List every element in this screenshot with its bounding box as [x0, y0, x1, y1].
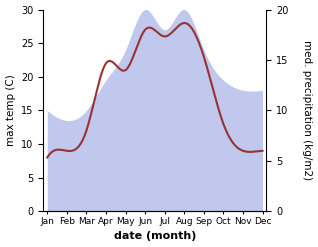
- Y-axis label: max temp (C): max temp (C): [5, 75, 16, 146]
- Y-axis label: med. precipitation (kg/m2): med. precipitation (kg/m2): [302, 40, 313, 181]
- X-axis label: date (month): date (month): [114, 231, 196, 242]
